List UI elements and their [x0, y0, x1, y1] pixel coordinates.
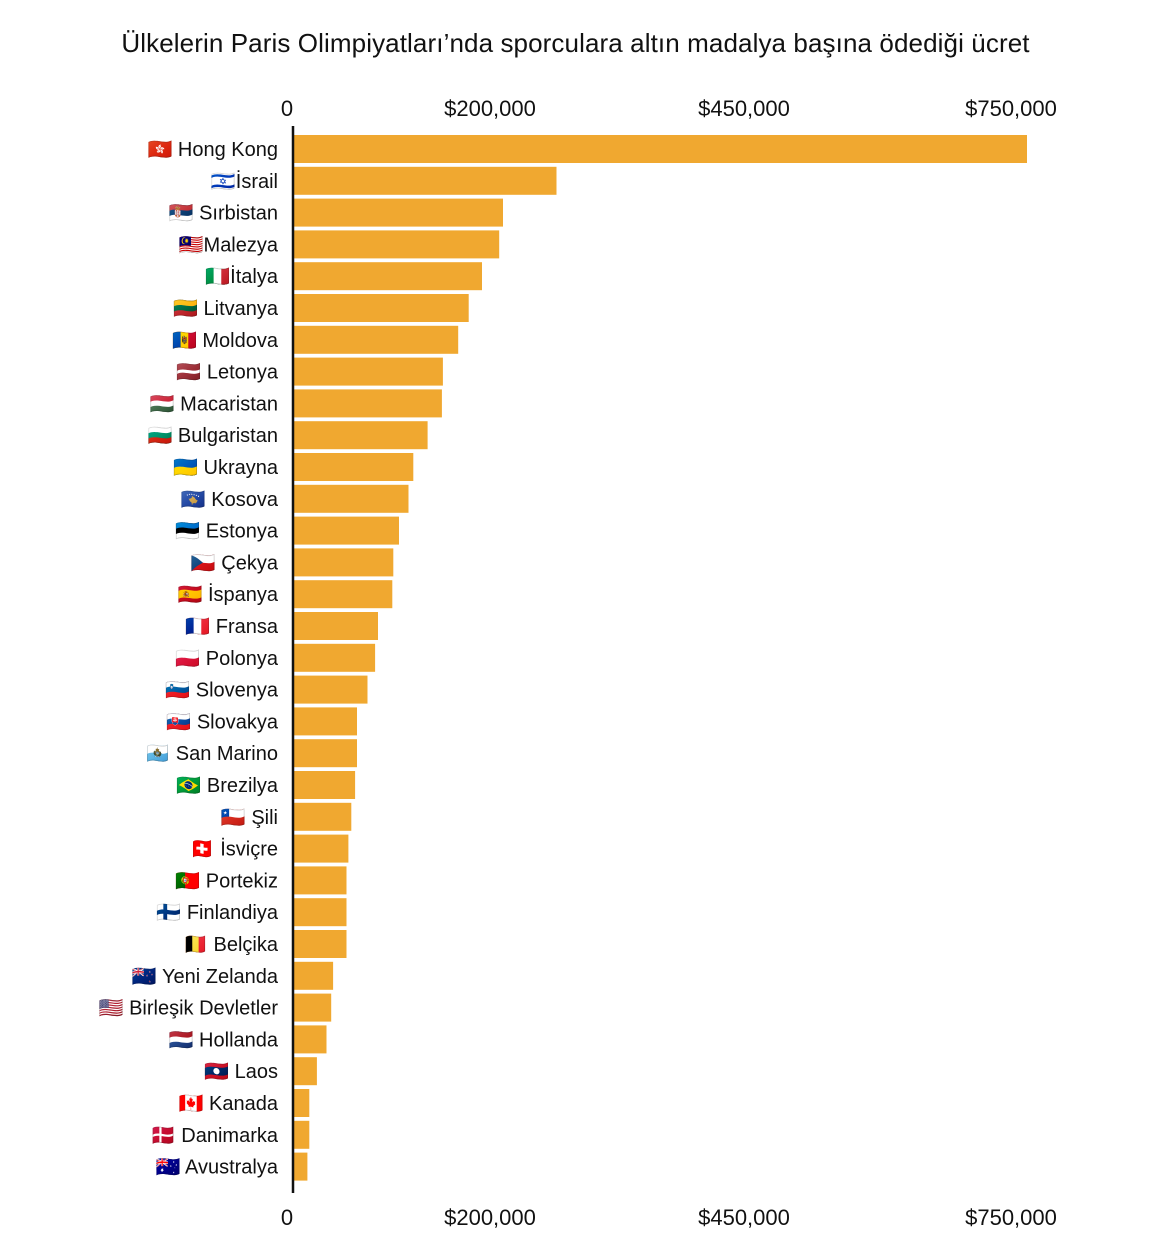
category-label: 🇲🇩 Moldova [172, 330, 279, 352]
category-label: 🇷🇸 Sırbistan [169, 203, 278, 225]
bar [294, 834, 349, 863]
bar [294, 643, 376, 672]
x-tick-label-bottom: $750,000 [965, 1205, 1057, 1230]
bar [294, 612, 378, 640]
bar [294, 357, 443, 386]
category-label: 🇲🇾Malezya [179, 234, 279, 256]
category-label: 🇵🇹 Portekiz [175, 870, 278, 892]
bar [294, 930, 347, 958]
category-label: 🇮🇱İsrail [211, 170, 278, 193]
category-label: 🇪🇸 İspanya [177, 583, 278, 606]
category-label: 🇸🇮 Slovenya [165, 680, 279, 702]
bar [294, 707, 357, 736]
bar [294, 580, 393, 609]
bar [294, 1120, 310, 1149]
bar [294, 166, 557, 195]
category-label: 🇱🇦 Laos [204, 1061, 278, 1083]
x-tick-label-bottom: $450,000 [698, 1205, 790, 1230]
category-label: 🇫🇮 Finlandiya [156, 902, 278, 924]
category-label: 🇱🇹 Litvanya [173, 298, 279, 320]
bar [294, 325, 459, 354]
bar [294, 898, 347, 927]
x-tick-label-bottom: 0 [281, 1205, 293, 1230]
bar [294, 389, 442, 418]
top-axis-ticks: 0 $200,000 $450,000 $750,000 [281, 96, 1057, 121]
chart-title: Ülkelerin Paris Olimpiyatları’nda sporcu… [121, 28, 1030, 58]
category-label: 🇫🇷 Fransa [185, 616, 279, 638]
x-tick-label-top: $750,000 [965, 96, 1057, 121]
x-tick-label-bottom: $200,000 [444, 1205, 536, 1230]
bar [294, 198, 503, 227]
category-label: 🇧🇬 Bulgaristan [147, 425, 278, 447]
bar [294, 771, 356, 799]
category-label: 🇸🇲 San Marino [145, 741, 278, 765]
category-label: 🇱🇻 Letonya [176, 362, 279, 384]
bar [294, 993, 332, 1022]
category-label: 🇽🇰 Kosova [181, 489, 279, 511]
category-label: 🇮🇹İtalya [205, 265, 279, 288]
bar [294, 294, 469, 322]
bar [294, 739, 357, 768]
category-label: 🇭🇰 Hong Kong [147, 139, 278, 161]
category-label: 🇧🇪 Belçika [183, 932, 279, 956]
bar [294, 802, 352, 831]
bar [294, 1152, 308, 1181]
bar [294, 230, 500, 259]
bars-group [294, 135, 1027, 1181]
bar [294, 866, 347, 895]
bar [294, 135, 1027, 163]
bar [294, 675, 368, 704]
category-label: 🇳🇱 Hollanda [169, 1029, 279, 1051]
bar [294, 453, 414, 481]
category-label: 🇳🇿 Yeni Zelanda [132, 966, 279, 988]
bar [294, 1089, 310, 1117]
category-label: 🇺🇸 Birleşik Devletler [99, 998, 279, 1020]
category-label: 🇵🇱 Polonya [175, 648, 279, 670]
category-label: 🇧🇷 Brezilya [176, 775, 278, 797]
category-label: 🇺🇦 Ukrayna [173, 457, 279, 479]
category-label: 🇨🇱 Şili [221, 807, 278, 829]
category-label: 🇨🇭 İsviçre [190, 837, 278, 861]
category-label: 🇪🇪 Estonya [175, 521, 279, 543]
bar [294, 548, 394, 577]
category-label: 🇩🇰 Danimarka [151, 1123, 279, 1147]
bottom-axis-ticks: 0 $200,000 $450,000 $750,000 [281, 1205, 1057, 1230]
category-labels: 🇭🇰 Hong Kong 🇮🇱İsrail 🇷🇸 Sırbistan 🇲🇾Malezy… [99, 139, 279, 1179]
x-tick-label-top: $200,000 [444, 96, 536, 121]
bar [294, 421, 428, 450]
bar [294, 1057, 317, 1086]
category-label: 🇦🇺 Avustralya [156, 1155, 279, 1179]
bar [294, 262, 482, 291]
category-label: 🇨🇿 Çekya [191, 552, 279, 574]
bar [294, 516, 399, 545]
bar [294, 961, 334, 990]
category-label: 🇨🇦 Kanada [179, 1093, 279, 1115]
bar [294, 484, 409, 513]
category-label: 🇸🇰 Slovakya [166, 711, 278, 733]
x-tick-label-top: 0 [281, 96, 293, 121]
bar [294, 1025, 327, 1054]
x-tick-label-top: $450,000 [698, 96, 790, 121]
category-label: 🇭🇺 Macaristan [150, 393, 278, 415]
